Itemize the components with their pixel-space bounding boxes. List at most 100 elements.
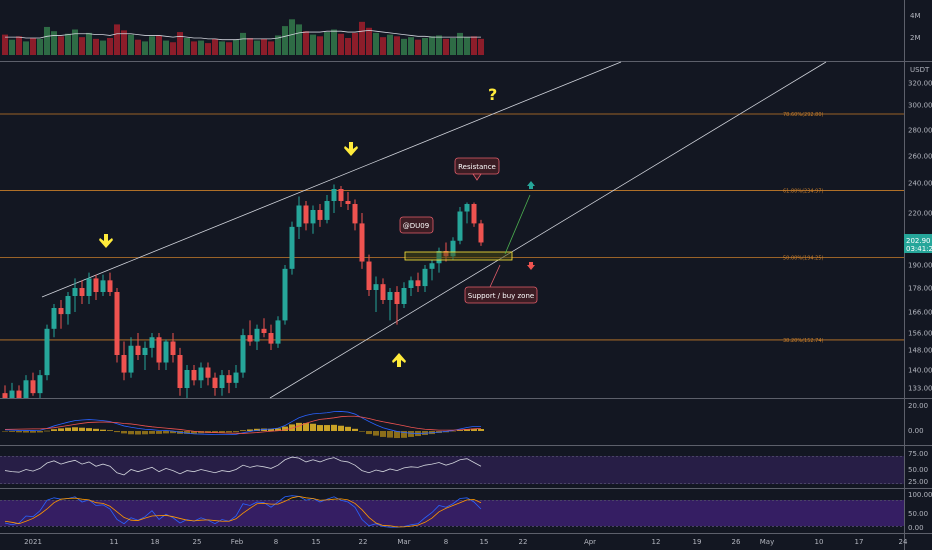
candle-body <box>16 390 22 398</box>
candle-body <box>408 280 414 288</box>
macd-hist-bar <box>268 428 274 431</box>
time-tick-label: 26 <box>732 538 741 546</box>
candle-body <box>121 355 127 373</box>
volume-bar <box>422 38 428 55</box>
volume-bar <box>191 41 197 55</box>
time-tick-label: 18 <box>151 538 160 546</box>
volume-bar <box>37 38 43 55</box>
candle-body <box>156 337 162 363</box>
macd-hist-bar <box>128 431 134 435</box>
price-tick-label: 166.00 <box>908 309 932 317</box>
macd-hist-bar <box>478 429 484 431</box>
currency-label: USDT <box>910 66 930 74</box>
rsi-line <box>4 456 482 476</box>
candle-body <box>422 268 428 287</box>
volume-bar <box>275 35 281 55</box>
volume-bar <box>296 24 302 55</box>
candle-body <box>282 268 288 321</box>
volume-ma-line <box>5 29 481 41</box>
macd-tick-label: 20.00 <box>908 402 928 410</box>
macd-hist-bar <box>23 431 29 433</box>
candle-body <box>275 320 281 344</box>
volume-bar <box>380 37 386 55</box>
macd-hist-bar <box>331 424 337 431</box>
rsi-pane <box>4 456 482 476</box>
macd-hist-bar <box>366 431 372 435</box>
macd-hist-bar <box>135 431 141 435</box>
time-tick-label: 17 <box>855 538 864 546</box>
volume-bar <box>373 32 379 55</box>
macd-tick-label: 0.00 <box>908 427 924 435</box>
volume-bar <box>240 32 246 55</box>
volume-bar <box>2 34 8 55</box>
volume-bar <box>471 36 477 55</box>
candle-body <box>478 223 484 243</box>
candle-body <box>198 367 204 381</box>
macd-hist-bar <box>464 429 470 431</box>
candle-body <box>86 278 92 296</box>
volume-bar <box>478 38 484 55</box>
time-tick-label: 19 <box>693 538 702 546</box>
macd-hist-bar <box>471 428 477 431</box>
candle-body <box>23 380 29 398</box>
macd-hist-bar <box>114 431 120 433</box>
time-tick-label: Mar <box>397 538 410 546</box>
time-tick-label: 10 <box>815 538 824 546</box>
macd-hist-bar <box>324 425 330 431</box>
time-axis: 2021 11 18 25 Feb 8 15 22 Mar 8 15 22 Apr 12 19 26 May 10… <box>24 538 908 546</box>
macd-hist-bar <box>79 427 85 431</box>
volume-bar <box>247 38 253 55</box>
candle-body <box>247 335 253 342</box>
price-tick-label: 240.00 <box>908 180 932 188</box>
macd-hist-bar <box>254 428 260 431</box>
volume-bar <box>79 37 85 55</box>
macd-hist-bar <box>107 430 113 431</box>
macd-hist-bar <box>457 430 463 431</box>
volume-bar <box>114 24 120 55</box>
candle-body <box>240 335 246 373</box>
volume-bar <box>457 32 463 55</box>
macd-hist-bar <box>72 427 78 431</box>
support-label: Support / buy zone <box>468 292 534 300</box>
candle-body <box>415 280 421 287</box>
time-tick-label: 11 <box>110 538 119 546</box>
macd-hist-bar <box>338 425 344 431</box>
macd-hist-bar <box>184 431 190 434</box>
volume-bar <box>72 29 78 55</box>
stoch-tick-label: 0.00 <box>908 524 924 532</box>
volume-bar <box>415 39 421 55</box>
volume-bar <box>30 38 36 55</box>
volume-bar <box>450 38 456 55</box>
candle-body <box>2 393 8 398</box>
time-tick-label: 15 <box>480 538 489 546</box>
volume-bar <box>394 36 400 55</box>
time-tick-label: 8 <box>274 538 278 546</box>
macd-hist-bar <box>387 431 393 438</box>
arrow-down-2 <box>344 142 358 156</box>
candle-body <box>149 337 155 348</box>
candle-body <box>268 333 274 344</box>
volume-bar <box>429 36 435 55</box>
candle-body <box>205 367 211 378</box>
macd-hist-bar <box>44 430 50 432</box>
fib-level-label: 38.20%(152.74) <box>783 338 824 344</box>
candle-body <box>114 292 120 355</box>
candle-body <box>310 210 316 224</box>
down-arrow-icon <box>527 262 535 270</box>
macd-hist-bar <box>58 428 64 431</box>
candle-body <box>345 201 351 204</box>
price-tick-label: 148.00 <box>908 347 932 355</box>
handle-callout: @DU09 <box>399 216 434 234</box>
candle-body <box>429 263 435 269</box>
price-tick-label: 156.00 <box>908 330 932 338</box>
volume-bar <box>345 38 351 55</box>
candle-body <box>142 347 148 355</box>
volume-bar <box>135 39 141 55</box>
time-tick-label: 25 <box>193 538 202 546</box>
volume-bar <box>65 33 71 55</box>
candle-body <box>366 261 372 290</box>
candle-body <box>289 226 295 269</box>
macd-hist-bar <box>373 431 379 436</box>
volume-bar <box>170 42 176 55</box>
